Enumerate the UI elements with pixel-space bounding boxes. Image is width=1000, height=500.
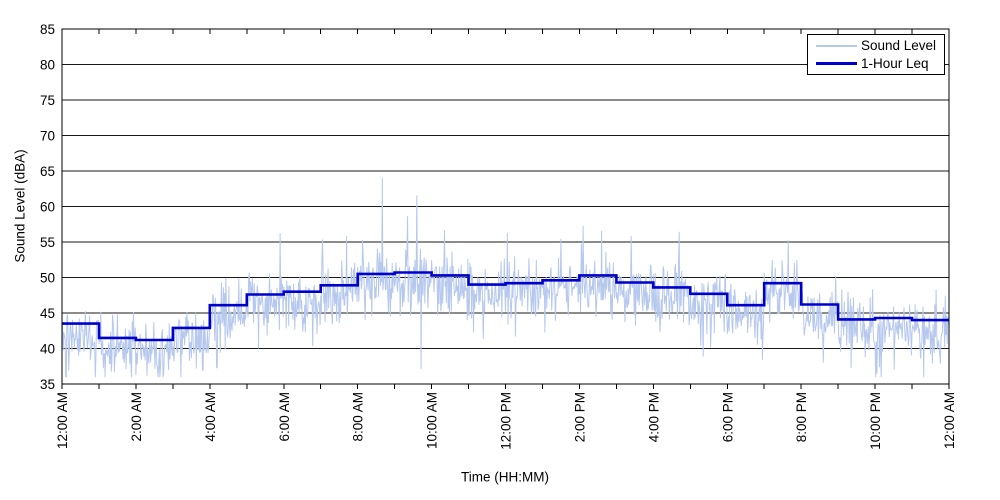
legend-label-sound-level: Sound Level bbox=[861, 38, 937, 53]
y-tick-label: 70 bbox=[40, 129, 55, 144]
x-tick-label: 8:00 PM bbox=[794, 392, 809, 442]
y-axis-title: Sound Level (dBA) bbox=[12, 149, 28, 263]
legend-item-1-hour-leq: 1-Hour Leq bbox=[816, 56, 944, 71]
legend-label-1-hour-leq: 1-Hour Leq bbox=[861, 56, 929, 71]
y-tick-label: 60 bbox=[40, 200, 55, 215]
y-tick-label: 65 bbox=[40, 164, 55, 179]
x-tick-label: 2:00 PM bbox=[572, 392, 587, 442]
x-tick-label: 4:00 PM bbox=[646, 392, 661, 442]
sound-level-line-swatch bbox=[816, 44, 857, 47]
x-axis-title: Time (HH:MM) bbox=[461, 469, 549, 485]
x-tick-label: 10:00 PM bbox=[868, 392, 883, 450]
leq-step-line bbox=[62, 271, 949, 342]
y-tick-label: 40 bbox=[40, 342, 55, 357]
x-tick-label: 8:00 AM bbox=[351, 392, 366, 442]
y-tick-label: 45 bbox=[40, 306, 55, 321]
legend-item-sound-level: Sound Level bbox=[816, 38, 944, 53]
x-tick-label: 12:00 PM bbox=[499, 392, 514, 450]
x-tick-label: 4:00 AM bbox=[203, 392, 218, 442]
x-tick-label: 6:00 PM bbox=[720, 392, 735, 442]
y-tick-label: 85 bbox=[40, 22, 55, 37]
legend: Sound Level 1-Hour Leq bbox=[807, 34, 945, 75]
y-tick-label: 75 bbox=[40, 93, 55, 108]
y-tick-label: 35 bbox=[40, 377, 55, 392]
x-tick-label: 12:00 AM bbox=[55, 392, 70, 449]
y-tick-label: 55 bbox=[40, 235, 55, 250]
y-tick-label: 80 bbox=[40, 58, 55, 73]
y-tick-label: 50 bbox=[40, 271, 55, 286]
x-tick-label: 12:00 AM bbox=[942, 392, 957, 449]
x-tick-label: 10:00 AM bbox=[425, 392, 440, 449]
leq-line-swatch bbox=[816, 62, 857, 65]
x-tick-label: 6:00 AM bbox=[277, 392, 292, 442]
plot-border bbox=[61, 28, 950, 385]
x-tick-label: 2:00 AM bbox=[129, 392, 144, 442]
